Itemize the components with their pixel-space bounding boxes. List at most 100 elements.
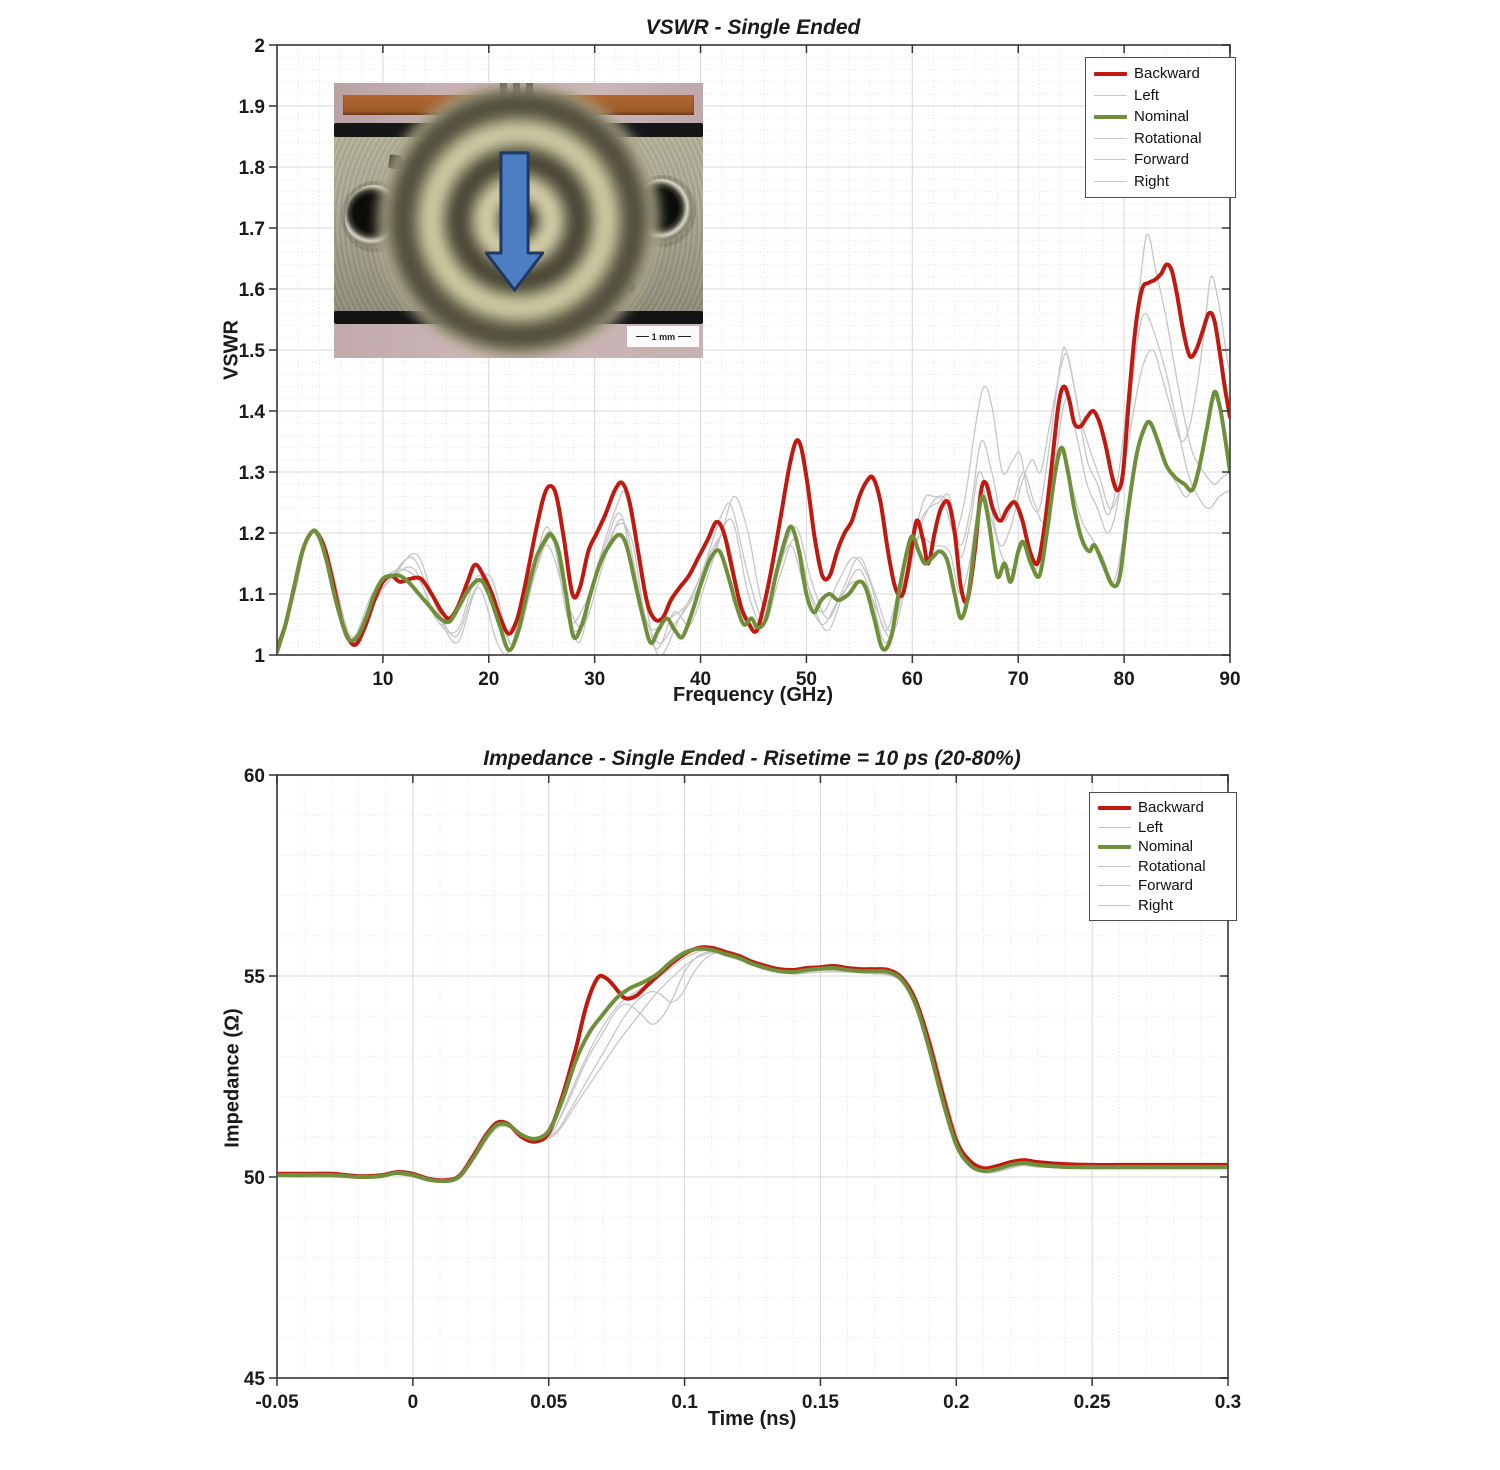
- tick-labels: 10 20 30 40 50 60 70 80 90 1 1.1 1.2 1.3 1.4 1.5 1.6 1.7…: [239, 36, 1241, 690]
- legend-entry-left: Left: [1098, 818, 1228, 837]
- legend-entry-rotational: Rotational: [1098, 857, 1228, 876]
- series-left: [277, 233, 1230, 655]
- series-backward: [277, 945, 1228, 1183]
- y-tick-label: 1: [254, 646, 265, 667]
- legend-label: Nominal: [1138, 838, 1194, 856]
- legend-label: Rotational: [1138, 857, 1206, 875]
- x-tick-label: 0.25: [1074, 1392, 1111, 1413]
- x-tick-label: 50: [796, 669, 817, 690]
- x-tick-label: 0.1: [671, 1392, 698, 1413]
- y-tick-label: 1.7: [239, 219, 265, 240]
- impedance-legend: Backward Left Nominal Rotational Forward Righ…: [1089, 792, 1237, 921]
- down-arrow-icon: [485, 150, 544, 293]
- scale-bar-line: [678, 336, 692, 338]
- series-nominal: [277, 389, 1230, 654]
- x-tick-label: 10: [372, 669, 393, 690]
- y-tick-label: 45: [244, 1369, 266, 1390]
- series-backward: [277, 262, 1230, 651]
- legend-label: Backward: [1138, 799, 1204, 817]
- legend-entry-right: Right: [1094, 172, 1227, 191]
- grid-lines: [277, 775, 1228, 1378]
- scale-bar-label: 1 mm: [651, 331, 676, 342]
- x-tick-label: 60: [902, 669, 923, 690]
- y-tick-label: 1.9: [239, 97, 265, 118]
- legend-line-sample: [1098, 826, 1131, 828]
- legend-line-sample: [1098, 844, 1131, 849]
- series-group: [277, 945, 1228, 1184]
- y-tick-label: 1.1: [239, 585, 266, 606]
- x-tick-label: -0.05: [255, 1392, 299, 1413]
- x-tick-label: 80: [1114, 669, 1135, 690]
- impedance-y-axis-label: Impedance (Ω): [221, 1008, 244, 1148]
- vswr-y-axis-label: VSWR: [220, 320, 243, 380]
- y-tick-label: 60: [244, 766, 265, 787]
- legend-entry-forward: Forward: [1098, 876, 1228, 895]
- x-tick-label: 0.2: [943, 1392, 969, 1413]
- legend-line-sample: [1094, 94, 1127, 96]
- vswr-chart-title: VSWR - Single Ended: [645, 16, 861, 39]
- down-arrow-shape: [486, 153, 543, 290]
- legend-line-sample: [1098, 865, 1131, 867]
- legend-line-sample: [1098, 885, 1131, 887]
- legend-entry-rotational: Rotational: [1094, 129, 1227, 148]
- legend-label: Rotational: [1134, 129, 1202, 147]
- series-forward: [277, 950, 1228, 1183]
- inset-scale-bar: 1 mm: [627, 326, 700, 347]
- y-tick-label: 55: [244, 967, 266, 988]
- series-right: [277, 949, 1228, 1182]
- axis-ticks: [269, 774, 1229, 1386]
- legend-label: Forward: [1138, 877, 1194, 895]
- legend-entry-right: Right: [1098, 896, 1228, 915]
- legend-line-sample: [1094, 180, 1127, 182]
- x-tick-label: 20: [478, 669, 499, 690]
- x-tick-label: 40: [690, 669, 711, 690]
- legend-entry-nominal: Nominal: [1098, 837, 1228, 856]
- series-left: [277, 951, 1228, 1183]
- legend-entry-nominal: Nominal: [1094, 107, 1227, 126]
- legend-entry-left: Left: [1094, 86, 1227, 105]
- y-tick-label: 1.2: [239, 524, 265, 545]
- plot-border: [276, 774, 1229, 1379]
- y-tick-label: 1.5: [239, 341, 266, 362]
- legend-entry-backward: Backward: [1094, 64, 1227, 83]
- legend-label: Right: [1138, 896, 1174, 914]
- series-group: [277, 233, 1230, 655]
- legend-line-sample: [1098, 805, 1131, 810]
- impedance-x-axis-label: Time (ns): [707, 1408, 797, 1430]
- y-tick-label: 2: [254, 36, 265, 57]
- legend-entry-backward: Backward: [1098, 798, 1228, 817]
- tick-labels: -0.05 0 0.05 0.1 0.15 0.2 0.25 0.3 45 50 55 60: [244, 766, 1241, 1413]
- legend-entry-forward: Forward: [1094, 150, 1227, 169]
- impedance-chart-title: Impedance - Single Ended - Risetime = 10…: [483, 747, 1021, 770]
- x-tick-label: 0.3: [1215, 1392, 1241, 1413]
- legend-label: Backward: [1134, 65, 1200, 83]
- y-tick-label: 1.6: [239, 280, 265, 301]
- x-tick-label: 70: [1008, 669, 1029, 690]
- x-tick-label: 30: [584, 669, 605, 690]
- legend-label: Forward: [1134, 151, 1190, 169]
- x-tick-label: 0.15: [802, 1392, 839, 1413]
- series-rotational: [277, 951, 1228, 1182]
- x-tick-label: 0: [408, 1392, 419, 1413]
- scale-bar-line: [635, 336, 649, 338]
- legend-label: Nominal: [1134, 108, 1190, 126]
- legend-line-sample: [1098, 904, 1131, 906]
- vswr-legend: Backward Left Nominal Rotational Forward Righ…: [1085, 57, 1236, 198]
- legend-line-sample: [1094, 114, 1127, 119]
- x-tick-label: 90: [1219, 669, 1240, 690]
- y-tick-label: 1.4: [239, 402, 266, 423]
- x-tick-label: 0.05: [530, 1392, 567, 1413]
- y-tick-label: 50: [244, 1168, 265, 1189]
- legend-line-sample: [1094, 137, 1127, 139]
- y-tick-label: 1.8: [239, 158, 265, 179]
- legend-label: Left: [1138, 818, 1164, 836]
- inset-photo: 1 mm: [334, 83, 703, 358]
- vswr-x-axis-label: Frequency (GHz): [672, 684, 834, 706]
- y-tick-label: 1.3: [239, 463, 265, 484]
- legend-line-sample: [1094, 71, 1127, 76]
- legend-label: Left: [1134, 86, 1160, 104]
- legend-line-sample: [1094, 159, 1127, 161]
- series-nominal: [277, 946, 1228, 1184]
